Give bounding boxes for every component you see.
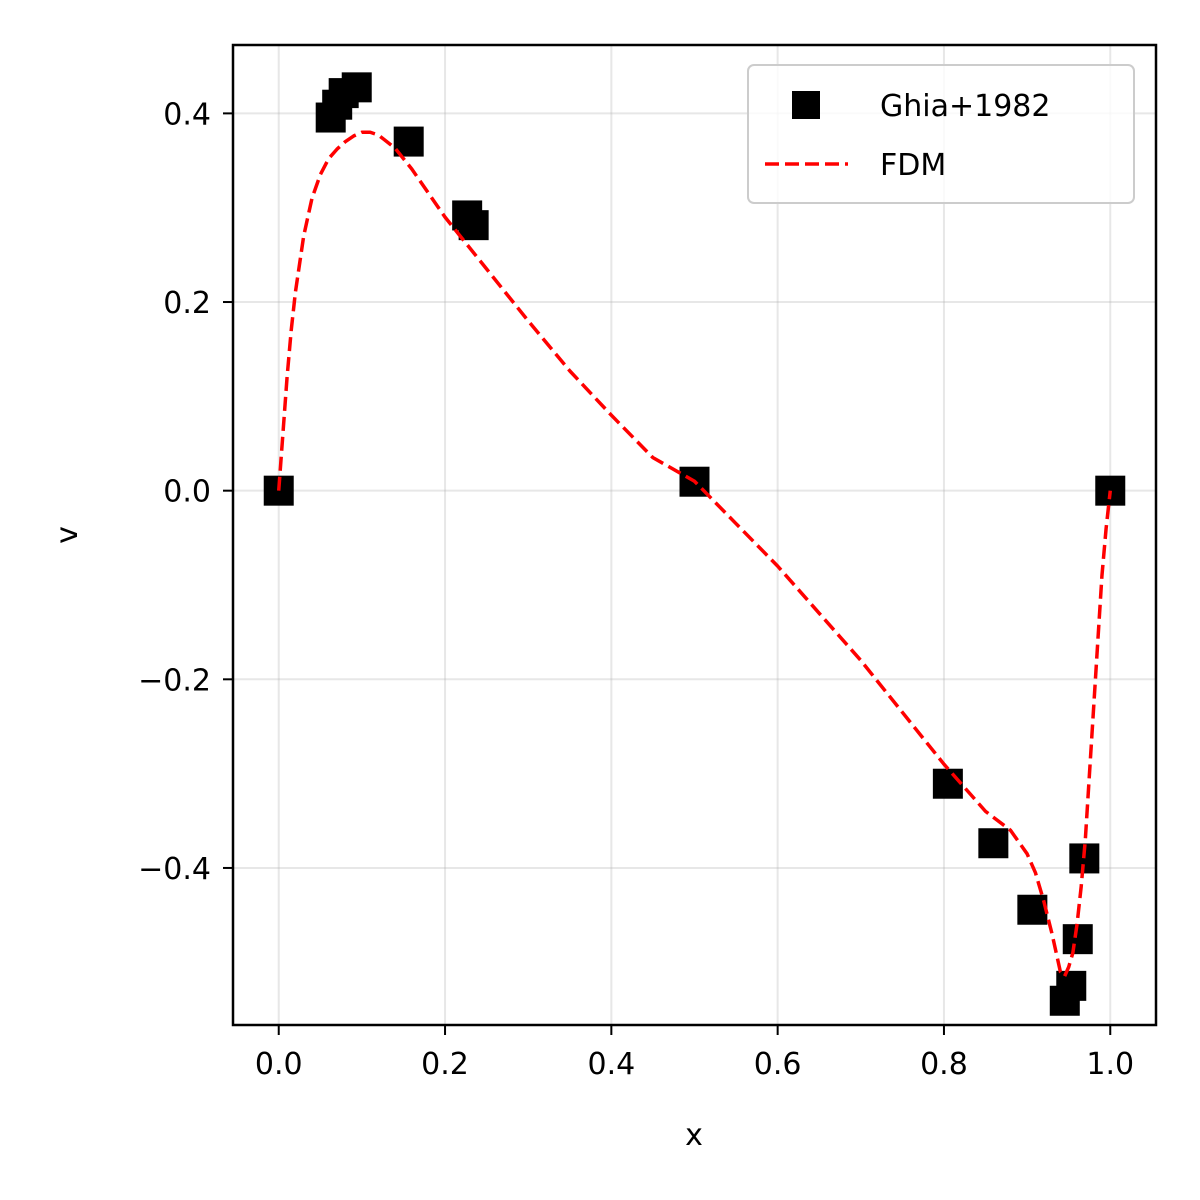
x-tick-label: 0.6 [754, 1047, 802, 1082]
ghia-data-point [458, 210, 489, 241]
legend-label-fdm: FDM [880, 148, 946, 183]
x-tick-label: 0.0 [255, 1047, 303, 1082]
y-tick-label: 0.4 [163, 97, 211, 132]
legend-box [747, 64, 1135, 204]
x-tick-label: 0.8 [920, 1047, 968, 1082]
y-tick-label: −0.2 [138, 663, 211, 698]
y-axis: −0.4 −0.2 0.0 0.2 0.4 [138, 97, 233, 887]
x-tick-label: 0.4 [587, 1047, 635, 1082]
x-axis-label: x [685, 1118, 703, 1153]
legend-label-ghia: Ghia+1982 [880, 89, 1050, 124]
legend: Ghia+1982 FDM [747, 64, 1135, 204]
ghia-data-point [978, 828, 1009, 859]
y-tick-label: 0.0 [163, 475, 211, 510]
ghia-data-point [341, 72, 372, 103]
y-tick-label: 0.2 [163, 286, 211, 321]
fdm-line [276, 130, 1113, 979]
legend-marker-ghia [792, 91, 820, 119]
y-axis-label: v [50, 526, 85, 544]
ghia-data-point [932, 768, 963, 799]
y-tick-label: −0.4 [138, 852, 211, 887]
ghia-data-point [1056, 970, 1087, 1001]
x-tick-label: 1.0 [1086, 1047, 1134, 1082]
ghia-data-point [1017, 894, 1048, 925]
plot-area [263, 72, 1126, 1016]
x-tick-label: 0.2 [421, 1047, 469, 1082]
plot-frame [231, 43, 1158, 1027]
x-axis: 0.0 0.2 0.4 0.6 0.8 1.0 [255, 1025, 1134, 1082]
ghia-data-point [1095, 475, 1126, 506]
